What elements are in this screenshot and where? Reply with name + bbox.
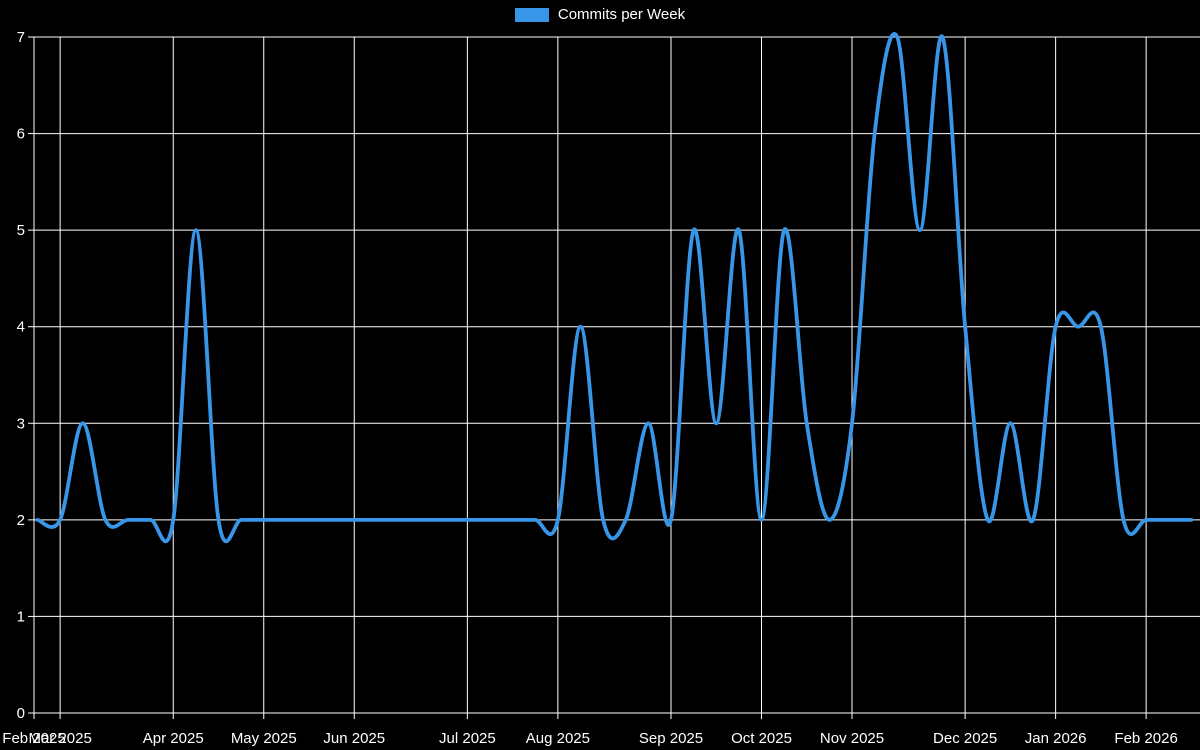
- y-tick-label: 5: [17, 222, 25, 239]
- chart-legend[interactable]: Commits per Week: [0, 7, 1200, 22]
- y-tick-label: 2: [17, 512, 25, 529]
- x-tick-label: Dec 2025: [933, 730, 997, 747]
- x-tick-label: Jun 2025: [323, 730, 385, 747]
- x-tick-label: Oct 2025: [731, 730, 792, 747]
- x-tick-label: Jul 2025: [439, 730, 496, 747]
- x-tick-label: Apr 2025: [143, 730, 204, 747]
- x-tick-label: Sep 2025: [639, 730, 703, 747]
- y-tick-label: 0: [17, 705, 25, 722]
- x-tick-label: May 2025: [231, 730, 297, 747]
- x-tick-label: Nov 2025: [820, 730, 884, 747]
- x-tick-label: Aug 2025: [526, 730, 590, 747]
- y-tick-label: 3: [17, 415, 25, 432]
- y-tick-label: 1: [17, 608, 25, 625]
- legend-swatch: [514, 7, 549, 22]
- series-layer: [35, 32, 1194, 544]
- y-tick-label: 4: [17, 319, 25, 336]
- y-tick-label: 6: [17, 126, 25, 143]
- x-tick-label: Feb 2026: [1114, 730, 1177, 747]
- x-tick-label: Feb 2025: [2, 730, 65, 747]
- y-tick-label: 7: [17, 29, 25, 46]
- legend-label: Commits per Week: [557, 6, 686, 23]
- x-tick-label: Mar 2025: [28, 730, 91, 747]
- commits-per-week-line: [35, 32, 1194, 544]
- x-tick-label: Jan 2026: [1025, 730, 1087, 747]
- gridlines-layer: [28, 36, 1200, 719]
